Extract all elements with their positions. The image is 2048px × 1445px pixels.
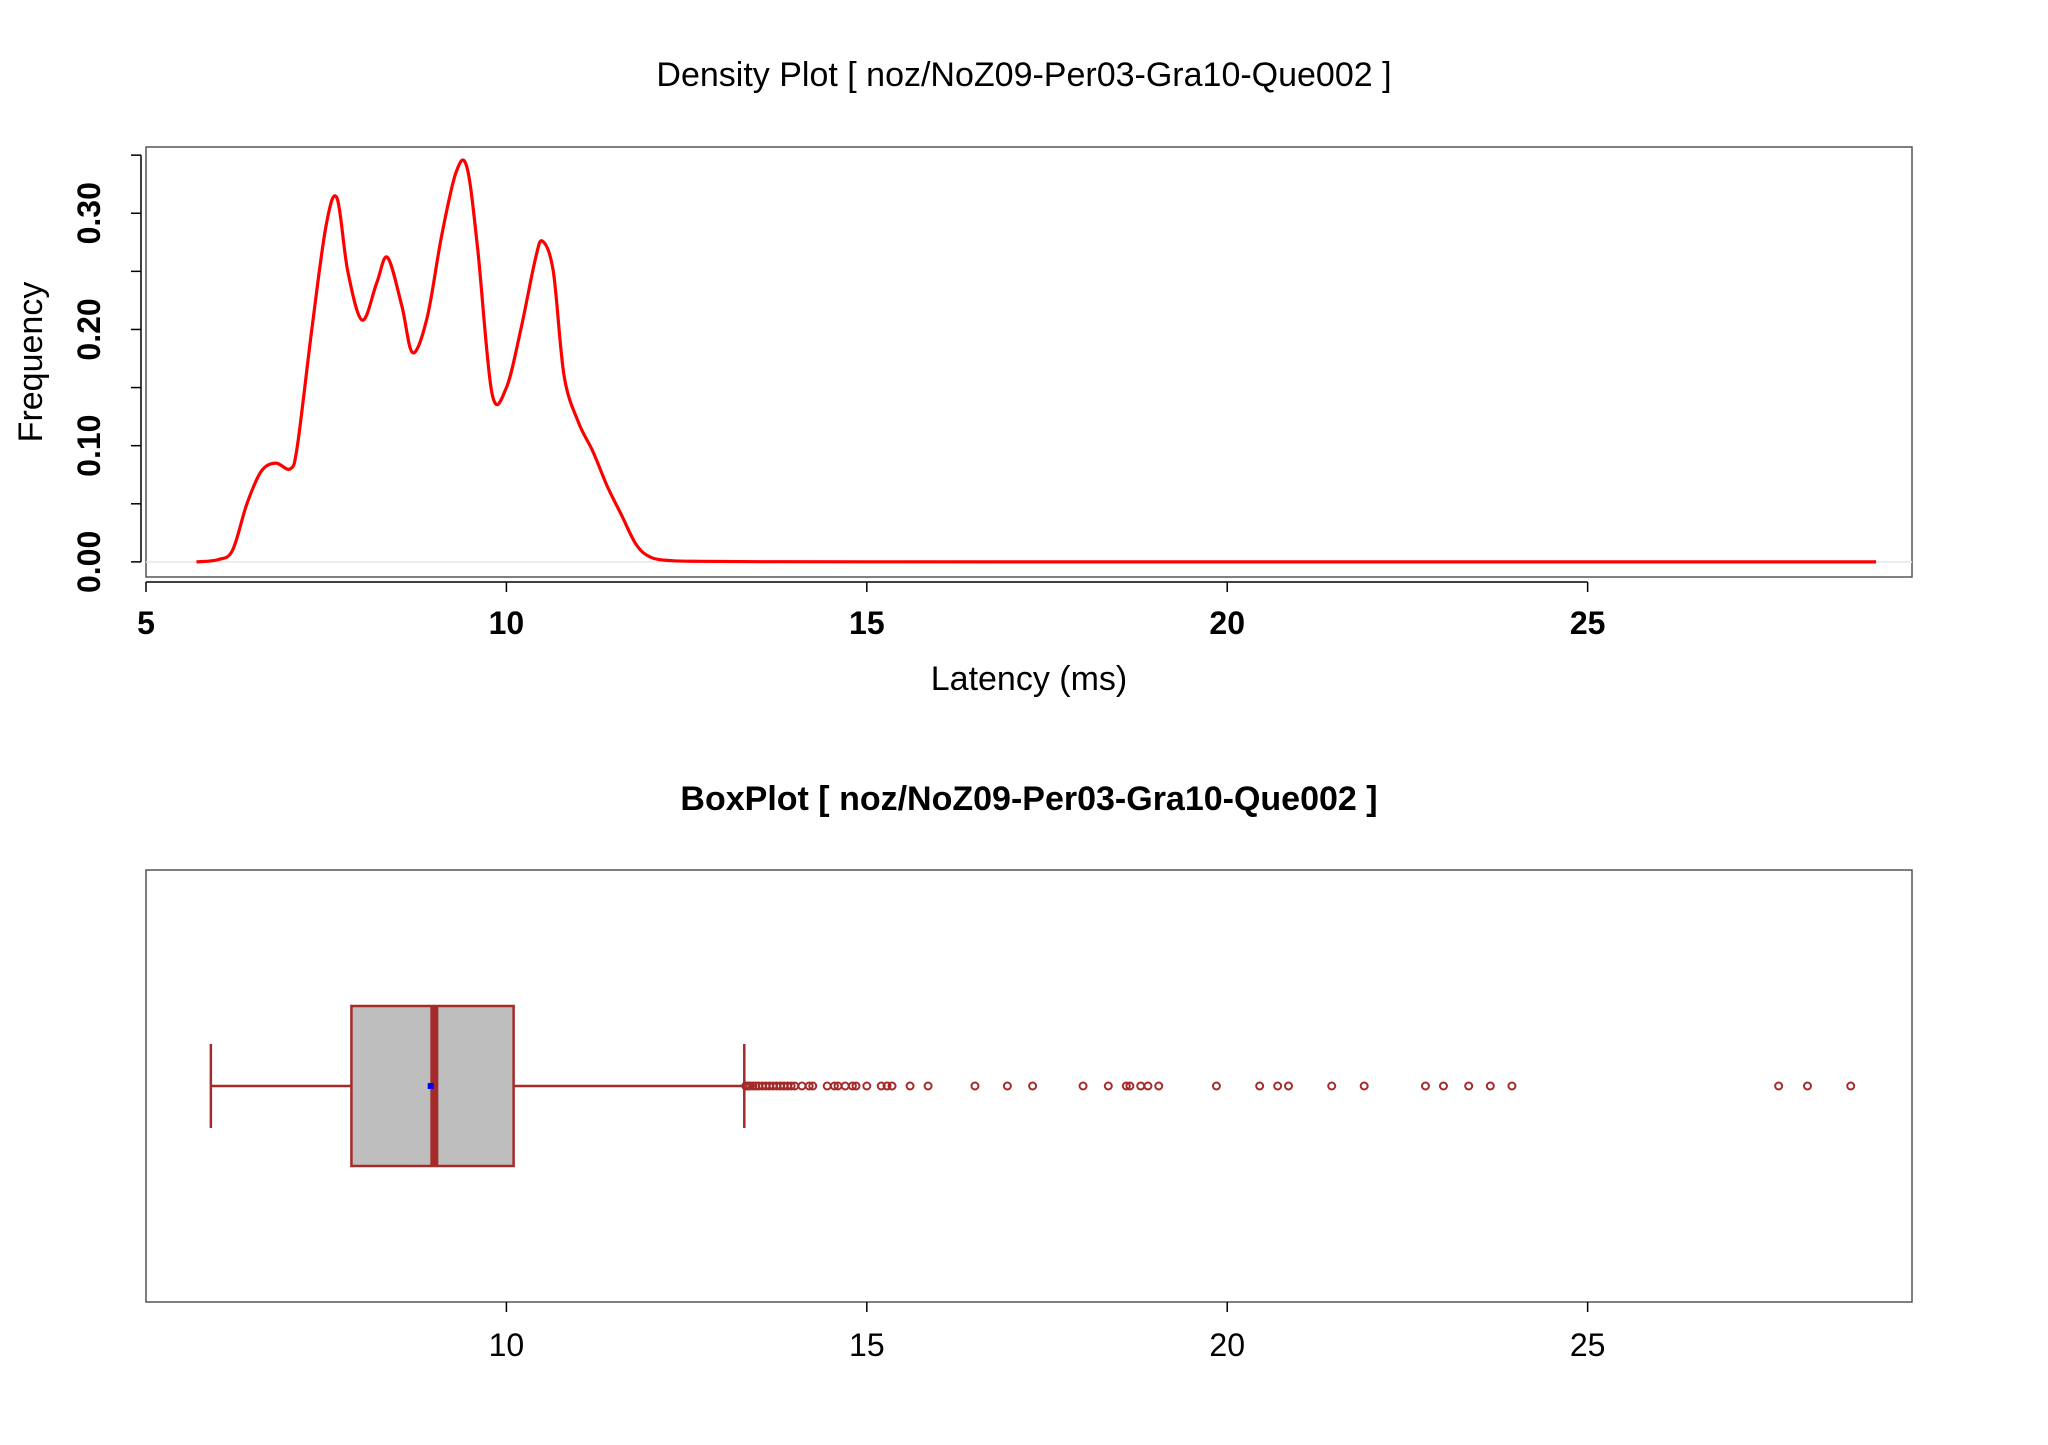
boxplot-outlier-point [882,1081,892,1091]
boxplot-outlier-point [923,1081,933,1091]
boxplot-outlier-point [1802,1081,1812,1091]
boxplot-title: BoxPlot [ noz/NoZ09-Per03-Gra10-Que002 ] [680,780,1377,818]
density-title: Density Plot [ noz/NoZ09-Per03-Gra10-Que… [656,56,1391,94]
density-y-axis: 0.00 0.10 0.20 0.30 [71,154,142,593]
density-y-axis-label: Frequency [12,282,50,443]
boxplot-outlier-point [862,1081,872,1091]
density-x-tick-label: 25 [1570,605,1606,641]
boxplot-outlier-point [1273,1081,1283,1091]
boxplot-outlier-point [1485,1081,1495,1091]
boxplot-outlier-point [822,1081,832,1091]
boxplot-outlier-point [1255,1081,1265,1091]
boxplot-outlier-point [786,1081,796,1091]
density-plot-frame [145,146,1913,578]
boxplot-outlier-point [1774,1081,1784,1091]
density-x-tick-label: 15 [849,605,885,641]
boxplot-outlier-point [745,1081,755,1091]
density-x-tick-label: 5 [137,605,155,641]
boxplot-outlier-point [1078,1081,1088,1091]
boxplot-outlier-point [905,1081,915,1091]
boxplot-outlier-point [876,1081,886,1091]
density-y-tick-label: 0.20 [71,298,107,360]
boxplot-outlier-point [1211,1081,1221,1091]
density-x-axis-label: Latency (ms) [931,660,1128,698]
boxplot-body [209,1004,746,1168]
boxplot-outlier-point [829,1081,839,1091]
boxplot-outlier-point [1359,1081,1369,1091]
boxplot-outlier-point [847,1081,857,1091]
boxplot-outlier-point [1283,1081,1293,1091]
boxplot-outlier-point [887,1081,897,1091]
density-y-tick-label: 0.00 [71,531,107,593]
boxplot-x-tick-label: 20 [1209,1327,1245,1363]
boxplot-outliers [741,1081,1856,1091]
boxplot-outlier-point [1121,1081,1131,1091]
density-y-tick-label: 0.10 [71,415,107,477]
boxplot-outlier-point [797,1081,807,1091]
density-x-tick-label: 20 [1209,605,1245,641]
boxplot-outlier-point [1464,1081,1474,1091]
boxplot-outlier-point [1327,1081,1337,1091]
boxplot-x-tick-label: 25 [1570,1327,1606,1363]
boxplot-outlier-point [808,1081,818,1091]
boxplot-outlier-point [851,1081,861,1091]
boxplot-outlier-point [1002,1081,1012,1091]
boxplot-outlier-point [1154,1081,1164,1091]
boxplot-x-axis: 10 15 20 25 [489,1302,1606,1363]
box-plot: BoxPlot [ noz/NoZ09-Per03-Gra10-Que002 ]… [145,780,1913,1363]
boxplot-mean-marker [427,1083,434,1089]
boxplot-frame [145,869,1913,1303]
boxplot-outlier-point [970,1081,980,1091]
boxplot-outlier-point [1438,1081,1448,1091]
boxplot-outlier-point [748,1081,758,1091]
boxplot-outlier-point [1507,1081,1517,1091]
density-y-tick-label: 0.30 [71,182,107,244]
density-x-tick-label: 10 [489,605,525,641]
boxplot-outlier-point [1846,1081,1856,1091]
boxplot-outlier-point [1103,1081,1113,1091]
boxplot-outlier-point [1136,1081,1146,1091]
boxplot-outlier-point [1125,1081,1135,1091]
density-curve [196,158,1876,564]
boxplot-outlier-point [804,1081,814,1091]
boxplot-x-tick-label: 10 [489,1327,525,1363]
boxplot-outlier-point [1143,1081,1153,1091]
density-plot: Density Plot [ noz/NoZ09-Per03-Gra10-Que… [12,56,1913,698]
boxplot-outlier-point [1028,1081,1038,1091]
boxplot-outlier-point [1420,1081,1430,1091]
boxplot-x-tick-label: 15 [849,1327,885,1363]
boxplot-outlier-point [840,1081,850,1091]
density-x-axis: 5 10 15 20 25 [137,581,1606,641]
